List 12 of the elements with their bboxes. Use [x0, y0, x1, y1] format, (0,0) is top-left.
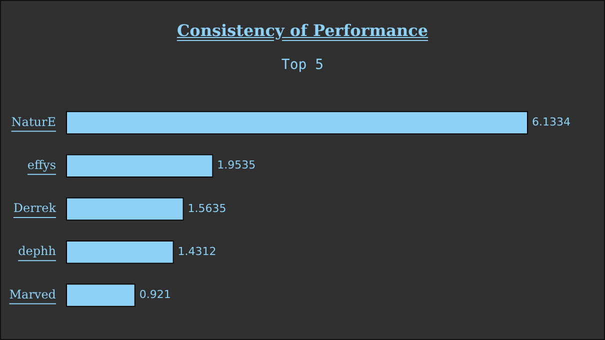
- data-label: 0.921: [139, 288, 171, 302]
- y-tick-label: effys: [27, 158, 56, 172]
- y-tick-label: Marved: [9, 287, 56, 302]
- y-tick-label: NaturE: [11, 114, 56, 129]
- chart-subtitle: Top 5: [280, 57, 325, 73]
- y-tick-label: dephh: [18, 244, 56, 258]
- y-tick-label: Derrek: [13, 201, 57, 216]
- chart-title: Consistency of Performance: [176, 21, 430, 40]
- data-label: 1.4312: [178, 244, 216, 258]
- data-label: 1.5635: [188, 202, 226, 215]
- data-label: 6.1334: [532, 116, 570, 129]
- data-label: 1.9535: [217, 158, 256, 172]
